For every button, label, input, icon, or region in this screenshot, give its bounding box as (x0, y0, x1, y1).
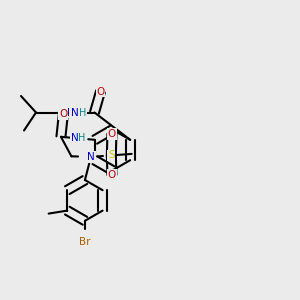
Text: O: O (108, 170, 116, 180)
Text: N: N (87, 152, 95, 162)
Text: NH: NH (70, 107, 86, 118)
Text: H: H (78, 133, 85, 143)
Text: N: N (70, 133, 78, 143)
Text: O: O (108, 129, 116, 139)
Text: S: S (108, 150, 115, 161)
Text: H: H (79, 107, 86, 118)
Text: Br: Br (79, 237, 91, 248)
Text: N: N (71, 107, 79, 118)
Text: O: O (96, 86, 105, 97)
Text: N: N (67, 107, 74, 118)
Text: H: H (74, 107, 82, 118)
Text: O: O (59, 109, 68, 119)
